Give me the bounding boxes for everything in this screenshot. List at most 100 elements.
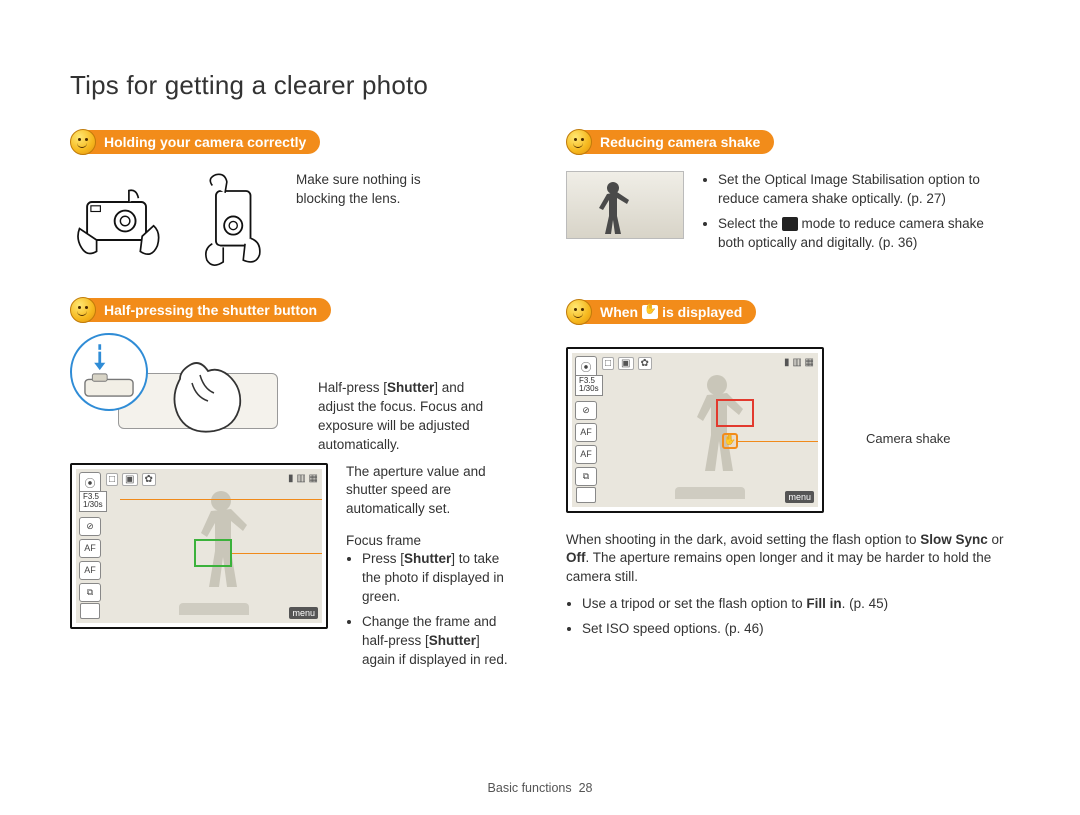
lcd-exposure-readout: F3.5 1/30s: [79, 491, 107, 513]
footer-label: Basic functions: [488, 781, 572, 795]
heading-halfpress-label: Half-pressing the shutter button: [86, 298, 331, 322]
list-item: Press [Shutter] to take the photo if dis…: [362, 550, 516, 607]
illustration-shake-thumb: [566, 171, 684, 239]
lcd-icon: ⊘: [79, 517, 101, 536]
halfpress-para1: Half-press [Shutter] and adjust the focu…: [318, 379, 488, 455]
text-bold: Shutter: [404, 551, 451, 566]
lcd-side-icons: ⊘ AF AF ⧉: [79, 517, 101, 602]
smile-icon: [70, 297, 96, 323]
heading-reduce-label: Reducing camera shake: [582, 130, 774, 154]
text: . The aperture remains open longer and i…: [566, 550, 991, 584]
heading-reduce: Reducing camera shake: [566, 129, 774, 155]
text-bold: Slow Sync: [920, 532, 988, 547]
page-title: Tips for getting a clearer photo: [70, 70, 1010, 101]
text: When: [600, 304, 638, 320]
section-halfpress: Half-pressing the shutter button: [70, 297, 516, 676]
smile-icon: [70, 129, 96, 155]
content-columns: Holding your camera correctly: [70, 129, 1010, 702]
smile-icon: [566, 129, 592, 155]
when-paragraph: When shooting in the dark, avoid setting…: [566, 531, 1010, 588]
heading-holding-label: Holding your camera correctly: [86, 130, 320, 154]
text-bold: Shutter: [429, 633, 476, 648]
holding-caption: Make sure nothing is blocking the lens.: [296, 171, 436, 209]
heading-when-label: When ✋ is displayed: [582, 300, 756, 324]
dual-mode-icon: [782, 217, 798, 231]
lcd-side-icons: ⊘ AF AF ⧉: [575, 401, 597, 486]
section-reduce-shake: Reducing camera shake Set the Optical Im…: [566, 129, 1010, 259]
camera-shake-indicator-icon: ✋: [722, 433, 738, 449]
lcd-pedestal: [179, 603, 249, 615]
lcd-screen-right: ⦿ □ ▣ ✿ ▮ ▥ ▦ F3.5 1/30s ⊘: [566, 347, 824, 513]
lcd-top-icon: □: [106, 473, 118, 486]
lcd-speed: 1/30s: [83, 501, 103, 510]
smile-icon: [566, 299, 592, 325]
lcd-icon: AF: [79, 539, 101, 558]
list-item: Select the mode to reduce camera shake b…: [718, 215, 1010, 253]
lcd-top-icon: ✿: [638, 357, 652, 370]
text: or: [988, 532, 1004, 547]
lcd-top-icon: ▣: [122, 473, 137, 486]
lcd-menu-icon: menu: [785, 491, 814, 503]
illustration-halfpress: [70, 339, 300, 449]
lcd-icon: ⧉: [79, 583, 101, 602]
heading-when: When ✋ is displayed: [566, 299, 756, 325]
list-item: Change the frame and half-press [Shutter…: [362, 613, 516, 670]
focus-frame-red: [716, 399, 754, 427]
lcd-exposure-readout: F3.5 1/30s: [575, 375, 603, 397]
heading-holding: Holding your camera correctly: [70, 129, 320, 155]
text: is displayed: [662, 304, 742, 320]
callout-line-shake: [738, 441, 818, 442]
heading-halfpress: Half-pressing the shutter button: [70, 297, 331, 323]
focus-frame-list: Press [Shutter] to take the photo if dis…: [346, 550, 516, 669]
lcd-bottom-left-icon: [80, 603, 100, 619]
focus-frame-heading: Focus frame: [346, 533, 516, 548]
section-holding: Holding your camera correctly: [70, 129, 516, 271]
lcd-top-icons: □ ▣ ✿: [106, 473, 156, 486]
hand-icon: [170, 349, 280, 449]
lcd-screen-left: ⦿ □ ▣ ✿ ▮ ▥ ▦ F3.5 1/30s: [70, 463, 328, 629]
lcd-icon: AF: [575, 445, 597, 464]
list-item: Use a tripod or set the flash option to …: [582, 595, 1010, 614]
lcd-icon: AF: [575, 423, 597, 442]
callout-line-focus: [232, 553, 322, 554]
focus-frame-green: [194, 539, 232, 567]
lcd-menu-icon: menu: [289, 607, 318, 619]
page-footer: Basic functions 28: [0, 781, 1080, 795]
lcd-top-icon: ▣: [618, 357, 633, 370]
lcd-pedestal: [675, 487, 745, 499]
halfpress-para2: The aperture value and shutter speed are…: [346, 463, 516, 520]
illustration-hold-front: [70, 171, 165, 271]
text-bold: Fill in: [806, 596, 841, 611]
text: Use a tripod or set the flash option to: [582, 596, 806, 611]
shake-hand-icon: ✋: [642, 305, 658, 319]
callout-line-exposure: [120, 499, 322, 500]
shutter-callout-icon: [70, 333, 148, 411]
lcd-icon: AF: [79, 561, 101, 580]
when-list: Use a tripod or set the flash option to …: [566, 595, 1010, 639]
footer-page-number: 28: [579, 781, 593, 795]
text: When shooting in the dark, avoid setting…: [566, 532, 920, 547]
lcd-speed: 1/30s: [579, 385, 599, 394]
right-column: Reducing camera shake Set the Optical Im…: [566, 129, 1010, 702]
lcd-icon: ⊘: [575, 401, 597, 420]
left-column: Holding your camera correctly: [70, 129, 516, 702]
text-bold: Off: [566, 550, 586, 565]
illustration-hold-vertical: [183, 171, 278, 271]
list-item: Set ISO speed options. (p. 46): [582, 620, 1010, 639]
camera-shake-label: Camera shake: [866, 431, 951, 446]
lcd-icon: ⧉: [575, 467, 597, 486]
section-when-displayed: When ✋ is displayed ⦿ □ ▣: [566, 299, 1010, 639]
lcd-right-icons: ▮ ▥ ▦: [784, 357, 814, 368]
text: Half-press [: [318, 380, 387, 395]
lcd-top-icon: □: [602, 357, 614, 370]
list-item: Set the Optical Image Stabilisation opti…: [718, 171, 1010, 209]
lcd-right-icons: ▮ ▥ ▦: [288, 473, 318, 484]
lcd-top-icons: □ ▣ ✿: [602, 357, 652, 370]
text: Select the: [718, 216, 782, 231]
text: . (p. 45): [842, 596, 889, 611]
text: Press [: [362, 551, 404, 566]
text-bold: Shutter: [387, 380, 434, 395]
lcd-top-icon: ✿: [142, 473, 156, 486]
lcd-bottom-left-icon: [576, 487, 596, 503]
reduce-list: Set the Optical Image Stabilisation opti…: [702, 171, 1010, 259]
